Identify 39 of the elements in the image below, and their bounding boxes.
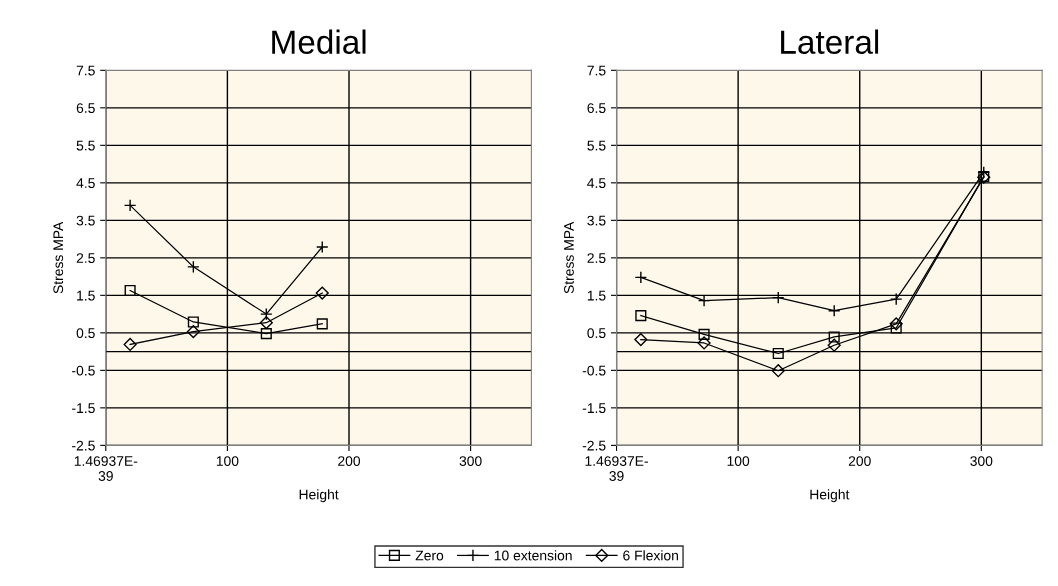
y-axis-title: Stress MPA <box>53 221 64 294</box>
y-tick-label: 5.5 <box>587 140 606 151</box>
x-tick-label: 200 <box>338 456 361 466</box>
x-axis-title: Height <box>299 489 339 503</box>
x-tick-label: 100 <box>727 456 750 466</box>
y-tick-label: -0.5 <box>582 365 606 376</box>
y-tick-label: -1.5 <box>582 403 606 414</box>
y-tick-label: 3.5 <box>76 215 95 226</box>
x-tick-label: 300 <box>459 456 482 466</box>
y-tick-label: 2.5 <box>76 253 95 264</box>
x-tick-label: 100 <box>216 456 239 466</box>
y-tick-label: 4.5 <box>76 178 95 188</box>
y-tick-label: 7.5 <box>587 65 606 76</box>
y-tick-label: -0.5 <box>72 365 95 376</box>
y-tick-label: 4.5 <box>587 178 606 188</box>
y-tick-label: 0.5 <box>76 328 95 339</box>
y-tick-label: 2.5 <box>587 253 606 264</box>
x-axis-title: Height <box>810 489 850 503</box>
y-tick-label: 1.5 <box>587 290 606 301</box>
y-tick-label: 0.5 <box>587 328 606 339</box>
y-tick-label: -2.5 <box>582 440 606 451</box>
y-tick-label: 7.5 <box>76 65 95 76</box>
chart-title: Lateral <box>781 29 879 54</box>
chart-title: Medial <box>272 29 366 54</box>
x-tick-label: 300 <box>970 456 993 466</box>
x-tick-label: 1.46937E- 39 <box>74 456 138 481</box>
y-tick-label: 3.5 <box>587 215 606 226</box>
legend-label: 10 extension <box>494 550 572 561</box>
y-tick-label: 6.5 <box>76 103 95 113</box>
y-tick-label: 1.5 <box>77 290 95 301</box>
x-tick-label: 1.46937E- 39 <box>585 456 648 481</box>
y-tick-label: -2.5 <box>72 440 95 451</box>
y-tick-label: 5.5 <box>76 140 95 151</box>
legend-label: Zero <box>415 550 444 561</box>
y-axis-title: Stress MPA <box>564 221 574 294</box>
y-tick-label: 6.5 <box>587 103 606 113</box>
x-tick-label: 200 <box>848 456 871 466</box>
y-tick-label: -1.5 <box>72 403 95 414</box>
legend-label: 6 Flexion <box>623 550 678 561</box>
